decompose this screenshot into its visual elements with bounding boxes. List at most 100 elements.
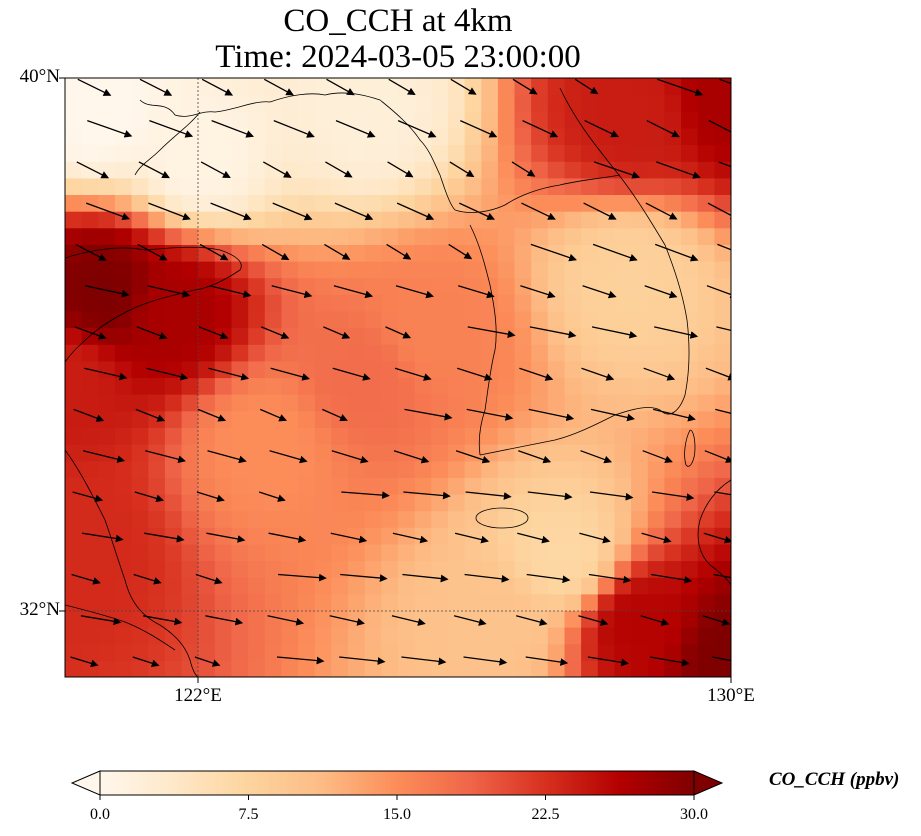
- field-cell: [697, 543, 715, 562]
- wind-arrow: [652, 491, 695, 501]
- field-cell: [181, 244, 199, 262]
- field-cell: [248, 527, 266, 545]
- field-cell: [381, 477, 399, 495]
- field-cell: [198, 78, 216, 96]
- field-cell: [331, 344, 349, 362]
- wind-arrow: [334, 202, 374, 221]
- field-cell: [348, 410, 366, 428]
- wind-arrow: [581, 367, 615, 381]
- field-cell: [364, 627, 382, 645]
- field-cell: [331, 94, 349, 112]
- wind-arrow: [458, 285, 495, 299]
- field-cell: [714, 261, 731, 279]
- wind-arrow: [331, 450, 369, 464]
- wind-arrow: [269, 450, 308, 464]
- field-cell: [547, 194, 566, 212]
- field-cell: [564, 327, 582, 345]
- field-cell: [131, 294, 149, 312]
- field-cell: [148, 543, 166, 562]
- field-cell: [497, 244, 516, 262]
- field-cell: [447, 344, 466, 362]
- field-cell: [514, 111, 532, 129]
- field-cell: [298, 410, 316, 428]
- field-cell: [464, 410, 482, 428]
- field-cell: [381, 194, 399, 212]
- field-cell: [581, 560, 599, 578]
- field-cell: [581, 261, 599, 279]
- field-cell: [564, 78, 582, 96]
- field-cell: [631, 78, 649, 96]
- field-cell: [314, 344, 333, 362]
- field-cell: [181, 593, 199, 611]
- field-cell: [231, 310, 249, 329]
- field-cell: [281, 244, 299, 262]
- field-cell: [364, 427, 382, 445]
- field-cell: [281, 427, 299, 445]
- wind-arrow: [85, 285, 130, 298]
- field-cell: [664, 377, 682, 395]
- field-cell: [447, 327, 466, 345]
- field-cell: [564, 527, 582, 545]
- field-cell: [65, 394, 83, 412]
- field-cell: [381, 510, 399, 528]
- field-cell: [447, 527, 466, 545]
- field-cell: [314, 310, 333, 329]
- wind-arrow: [87, 119, 133, 138]
- field-cell: [198, 427, 216, 445]
- field-cell: [398, 360, 416, 379]
- wind-arrow: [457, 367, 493, 381]
- field-cell: [581, 577, 599, 595]
- wind-arrow: [511, 161, 536, 177]
- wind-arrow: [72, 491, 104, 503]
- wind-arrow: [459, 202, 495, 220]
- field-cell: [514, 577, 532, 595]
- field-cell: [314, 444, 333, 462]
- field-cell: [148, 227, 166, 245]
- field-cell: [547, 427, 566, 445]
- wind-arrow: [396, 202, 435, 221]
- field-cell: [564, 211, 582, 229]
- field-cell: [697, 277, 715, 295]
- field-cell: [81, 78, 99, 96]
- field-cell: [164, 261, 183, 279]
- field-cell: [148, 477, 166, 495]
- field-cell: [597, 627, 615, 645]
- field-cell: [514, 660, 532, 677]
- field-cell: [464, 394, 482, 412]
- wind-arrow: [335, 119, 376, 138]
- field-cell: [514, 560, 532, 578]
- field-cell: [547, 94, 566, 112]
- wind-arrow: [258, 491, 286, 502]
- field-cell: [148, 111, 166, 129]
- wind-arrow: [527, 491, 573, 501]
- field-cell: [98, 527, 116, 545]
- field-cell: [414, 427, 432, 445]
- field-cell: [464, 527, 482, 545]
- field-cell: [231, 211, 249, 229]
- field-cell: [164, 177, 183, 195]
- field-cell: [597, 477, 615, 495]
- field-cell: [381, 111, 399, 129]
- field-cell: [564, 344, 582, 362]
- field-cell: [131, 227, 149, 245]
- field-cell: [681, 527, 699, 545]
- field-cell: [81, 477, 99, 495]
- wind-arrow: [391, 615, 426, 626]
- field-cell: [614, 310, 632, 329]
- field-cell: [198, 261, 216, 279]
- field-cell: [614, 211, 632, 229]
- field-cell: [447, 643, 466, 661]
- field-cell: [447, 277, 466, 295]
- field-cell: [65, 543, 83, 562]
- field-cell: [614, 94, 632, 112]
- field-cell: [81, 510, 99, 528]
- field-cell: [181, 444, 199, 462]
- field-cell: [281, 643, 299, 661]
- field-cell: [214, 444, 233, 462]
- field-cell: [564, 277, 582, 295]
- field-cell: [597, 294, 615, 312]
- wind-arrow: [579, 532, 611, 544]
- field-cell: [581, 327, 599, 345]
- field-cell: [164, 111, 183, 129]
- field-cell: [248, 227, 266, 245]
